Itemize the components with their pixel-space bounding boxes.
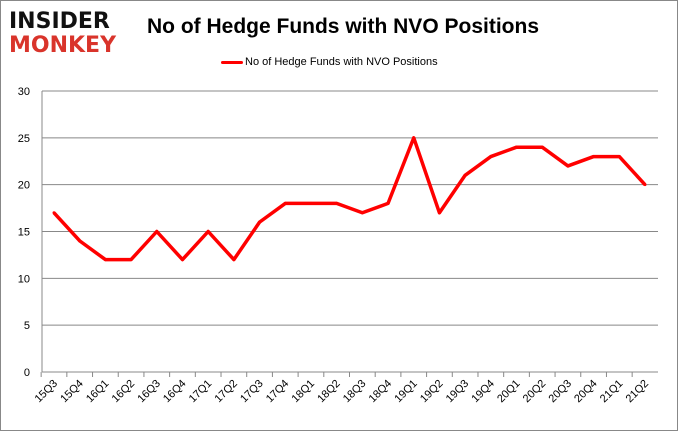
data-point xyxy=(103,258,107,262)
y-tick-label: 15 xyxy=(18,227,30,239)
x-tick-label: 18Q4 xyxy=(367,378,395,406)
legend: No of Hedge Funds with NVO Positions xyxy=(221,56,438,68)
series-line xyxy=(52,136,647,262)
x-tick-label: 15Q4 xyxy=(58,378,86,406)
data-point xyxy=(617,155,621,159)
x-tick-label: 18Q3 xyxy=(341,378,369,406)
data-point xyxy=(335,201,339,205)
data-point xyxy=(592,155,596,159)
x-tick-label: 19Q3 xyxy=(444,378,472,406)
logo-line1: INSIDER xyxy=(9,9,110,34)
x-tick-label: 19Q4 xyxy=(469,378,497,406)
data-point xyxy=(566,164,570,168)
data-point xyxy=(155,230,159,233)
x-tick-label: 16Q1 xyxy=(84,378,112,406)
y-tick-label: 10 xyxy=(18,273,30,285)
data-point xyxy=(515,145,519,149)
x-tick-label: 16Q2 xyxy=(110,378,138,406)
x-tick-label: 17Q3 xyxy=(238,378,266,406)
x-tick-label: 20Q3 xyxy=(547,378,575,406)
data-point xyxy=(540,145,544,149)
data-point xyxy=(206,230,210,233)
x-tick-label: 17Q4 xyxy=(264,378,292,406)
legend-swatch xyxy=(221,60,243,64)
data-point xyxy=(180,258,184,262)
data-point xyxy=(309,201,313,205)
x-tick-label: 17Q1 xyxy=(187,378,215,406)
chart-title: No of Hedge Funds with NVO Positions xyxy=(147,15,539,38)
legend-label: No of Hedge Funds with NVO Positions xyxy=(245,56,438,68)
data-point xyxy=(283,201,287,205)
data-point xyxy=(129,258,133,262)
x-tick-label: 20Q1 xyxy=(495,378,523,406)
x-tick-label: 18Q2 xyxy=(315,378,343,406)
data-point xyxy=(463,173,467,177)
data-point xyxy=(643,183,647,187)
x-tick-label: 19Q2 xyxy=(418,378,446,406)
x-tick-label: 15Q3 xyxy=(33,378,61,406)
data-point xyxy=(489,155,493,159)
x-tick-label: 16Q4 xyxy=(161,378,189,406)
data-point xyxy=(232,258,236,262)
y-tick-label: 20 xyxy=(18,180,30,192)
x-tick-label: 19Q1 xyxy=(392,378,420,406)
data-point xyxy=(258,220,262,224)
x-tick-label: 20Q4 xyxy=(572,378,600,406)
data-point xyxy=(412,136,416,140)
data-point xyxy=(52,211,56,215)
x-tick-label: 17Q2 xyxy=(212,378,240,406)
x-tick-label: 16Q3 xyxy=(135,378,163,406)
x-tick-label: 21Q1 xyxy=(598,378,626,406)
y-tick-label: 0 xyxy=(24,367,30,379)
data-point xyxy=(437,211,441,215)
logo-line2: MONKEY xyxy=(9,33,117,58)
x-tick-label: 18Q1 xyxy=(290,378,318,406)
data-point xyxy=(78,239,82,243)
x-tick-label: 21Q2 xyxy=(624,378,652,406)
data-point xyxy=(386,201,390,205)
y-tick-label: 5 xyxy=(24,320,30,332)
insider-monkey-logo: INSIDER MONKEY xyxy=(9,9,127,58)
y-tick-label: 30 xyxy=(18,86,30,98)
data-point xyxy=(360,211,364,215)
x-tick-label: 20Q2 xyxy=(521,378,549,406)
y-tick-label: 25 xyxy=(18,133,30,145)
